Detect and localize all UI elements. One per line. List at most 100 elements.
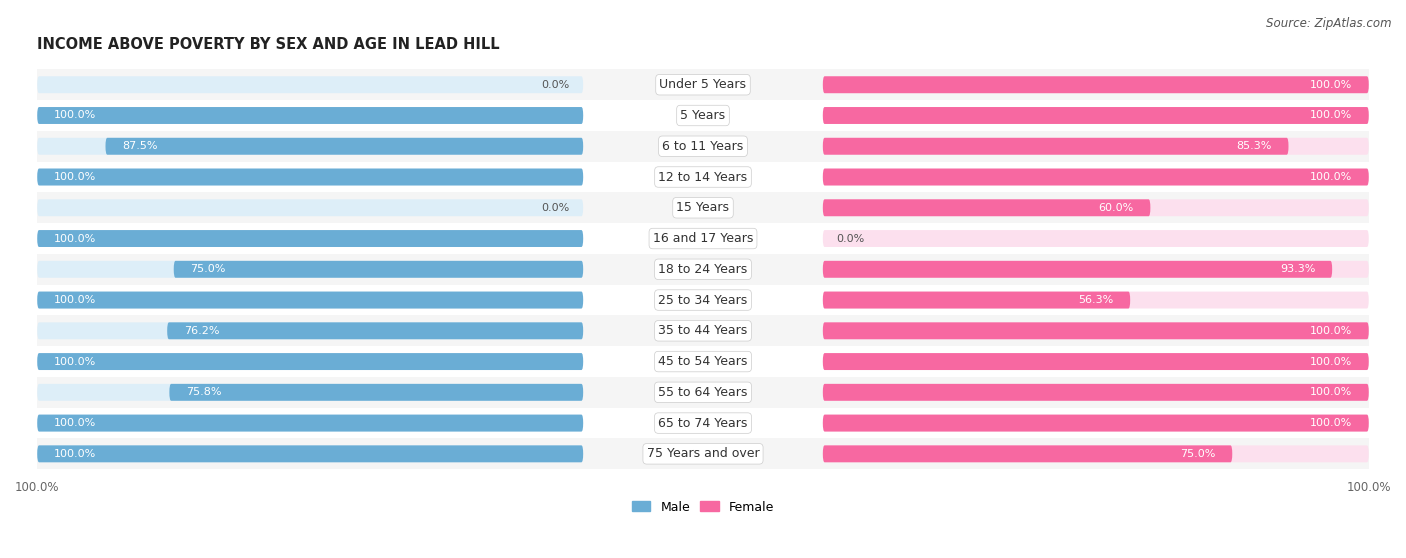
FancyBboxPatch shape [37,76,583,93]
FancyBboxPatch shape [37,292,583,309]
Text: 100.0%: 100.0% [1310,80,1353,90]
Bar [37,408,1369,439]
Text: 0.0%: 0.0% [541,80,569,90]
Text: Source: ZipAtlas.com: Source: ZipAtlas.com [1267,17,1392,30]
FancyBboxPatch shape [174,261,583,278]
Text: 100.0%: 100.0% [1310,418,1353,428]
FancyBboxPatch shape [823,107,1369,124]
Bar [37,131,1369,162]
Text: 15 Years: 15 Years [676,201,730,214]
Text: 93.3%: 93.3% [1279,264,1316,275]
FancyBboxPatch shape [37,415,583,431]
FancyBboxPatch shape [823,107,1369,124]
FancyBboxPatch shape [169,384,583,401]
FancyBboxPatch shape [37,169,583,185]
Text: 12 to 14 Years: 12 to 14 Years [658,171,748,184]
Text: 100.0%: 100.0% [53,234,96,243]
Text: 100.0%: 100.0% [1310,172,1353,182]
Text: 75.0%: 75.0% [190,264,226,275]
Text: 100.0%: 100.0% [53,295,96,305]
Text: 100.0%: 100.0% [53,110,96,121]
FancyBboxPatch shape [823,445,1369,462]
Bar [37,315,1369,346]
Text: 100.0%: 100.0% [1310,110,1353,121]
FancyBboxPatch shape [823,230,1369,247]
FancyBboxPatch shape [823,415,1369,431]
FancyBboxPatch shape [823,169,1369,185]
FancyBboxPatch shape [37,353,583,370]
FancyBboxPatch shape [823,199,1150,217]
Text: 35 to 44 Years: 35 to 44 Years [658,324,748,337]
FancyBboxPatch shape [37,323,583,339]
Text: 25 to 34 Years: 25 to 34 Years [658,294,748,306]
FancyBboxPatch shape [37,138,583,155]
Text: 100.0%: 100.0% [1310,387,1353,397]
Text: 85.3%: 85.3% [1236,141,1272,151]
FancyBboxPatch shape [37,445,583,462]
Text: 76.2%: 76.2% [184,326,219,336]
FancyBboxPatch shape [37,230,583,247]
FancyBboxPatch shape [823,445,1232,462]
Text: INCOME ABOVE POVERTY BY SEX AND AGE IN LEAD HILL: INCOME ABOVE POVERTY BY SEX AND AGE IN L… [37,37,501,52]
Text: 6 to 11 Years: 6 to 11 Years [662,140,744,153]
FancyBboxPatch shape [823,292,1130,309]
Text: 100.0%: 100.0% [53,418,96,428]
FancyBboxPatch shape [823,138,1288,155]
FancyBboxPatch shape [823,323,1369,339]
FancyBboxPatch shape [823,169,1369,185]
Bar [37,285,1369,315]
Text: 16 and 17 Years: 16 and 17 Years [652,232,754,245]
Text: 100.0%: 100.0% [1310,357,1353,367]
FancyBboxPatch shape [823,353,1369,370]
FancyBboxPatch shape [37,445,583,462]
Text: 87.5%: 87.5% [122,141,157,151]
Bar [37,162,1369,193]
Text: Under 5 Years: Under 5 Years [659,78,747,92]
Text: 18 to 24 Years: 18 to 24 Years [658,263,748,276]
Text: 100.0%: 100.0% [53,449,96,459]
FancyBboxPatch shape [823,415,1369,431]
FancyBboxPatch shape [823,138,1369,155]
FancyBboxPatch shape [37,415,583,431]
Bar [37,377,1369,408]
Text: 55 to 64 Years: 55 to 64 Years [658,386,748,399]
Bar [37,69,1369,100]
Bar [37,254,1369,285]
Legend: Male, Female: Male, Female [627,496,779,518]
Text: 100.0%: 100.0% [53,357,96,367]
Bar [37,439,1369,469]
FancyBboxPatch shape [37,353,583,370]
FancyBboxPatch shape [823,76,1369,93]
FancyBboxPatch shape [823,261,1369,278]
Text: 0.0%: 0.0% [541,203,569,213]
Text: 5 Years: 5 Years [681,109,725,122]
FancyBboxPatch shape [823,384,1369,401]
FancyBboxPatch shape [823,323,1369,339]
FancyBboxPatch shape [37,292,583,309]
FancyBboxPatch shape [823,292,1369,309]
FancyBboxPatch shape [823,76,1369,93]
Text: 75 Years and over: 75 Years and over [647,448,759,460]
FancyBboxPatch shape [37,107,583,124]
FancyBboxPatch shape [37,169,583,185]
Text: 75.8%: 75.8% [186,387,222,397]
FancyBboxPatch shape [823,261,1331,278]
Text: 45 to 54 Years: 45 to 54 Years [658,355,748,368]
Bar [37,223,1369,254]
Text: 0.0%: 0.0% [837,234,865,243]
FancyBboxPatch shape [167,323,583,339]
FancyBboxPatch shape [37,199,583,217]
FancyBboxPatch shape [37,261,583,278]
Text: 56.3%: 56.3% [1078,295,1114,305]
Bar [37,346,1369,377]
FancyBboxPatch shape [37,107,583,124]
Text: 100.0%: 100.0% [1310,326,1353,336]
Text: 60.0%: 60.0% [1098,203,1133,213]
Bar [37,100,1369,131]
FancyBboxPatch shape [37,230,583,247]
FancyBboxPatch shape [823,199,1369,217]
Bar [37,193,1369,223]
Text: 65 to 74 Years: 65 to 74 Years [658,417,748,430]
Text: 75.0%: 75.0% [1180,449,1216,459]
FancyBboxPatch shape [823,353,1369,370]
